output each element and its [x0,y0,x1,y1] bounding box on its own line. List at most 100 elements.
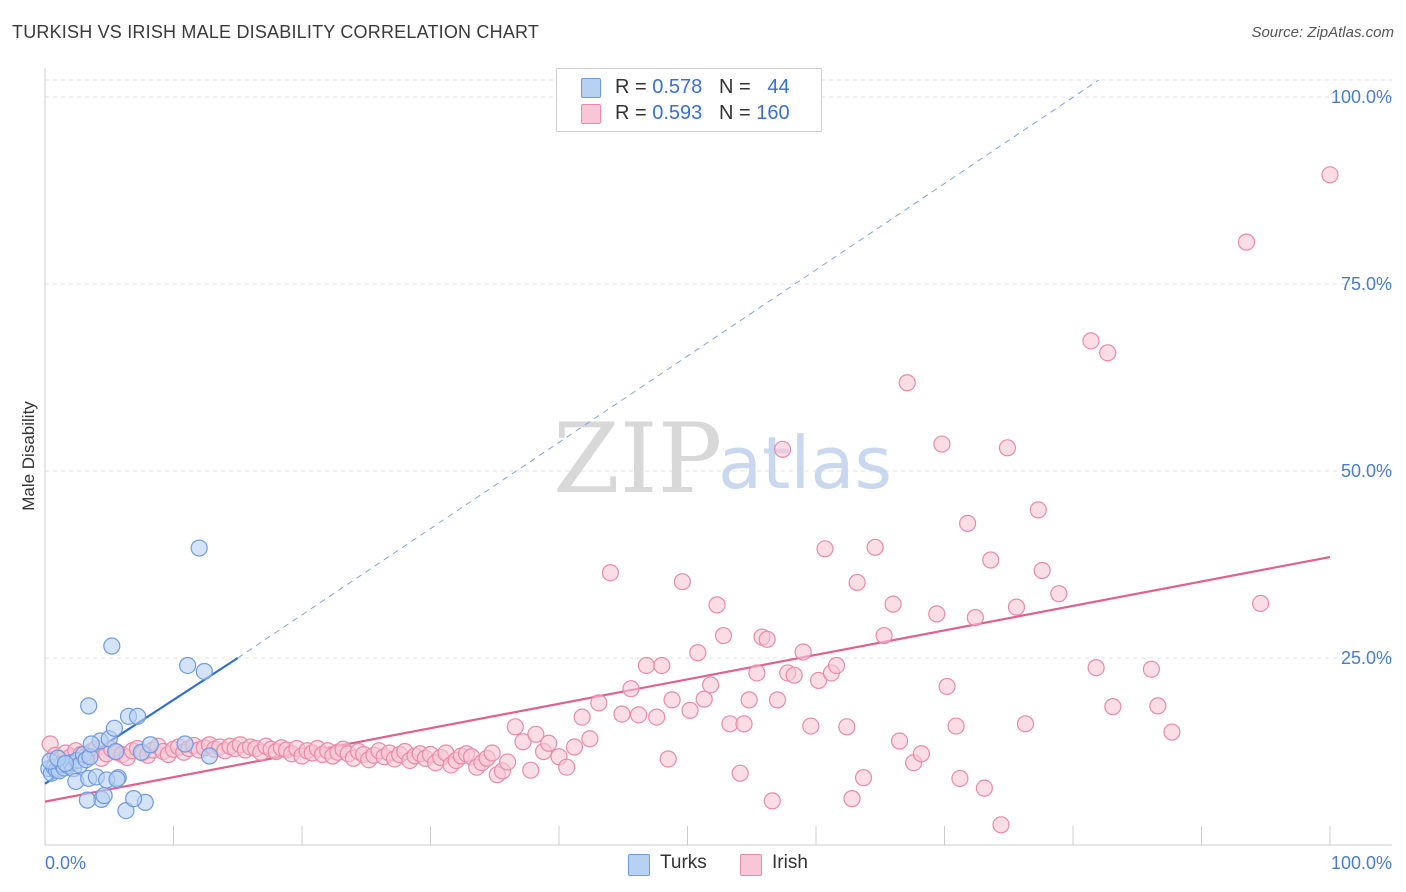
data-point-irish [928,605,946,623]
data-point-turks [56,754,75,773]
data-point-irish [731,764,749,782]
watermark: ZIP atlas [553,403,892,515]
watermark-zip: ZIP [553,403,722,515]
source-label: Source: ZipAtlas.com [1251,24,1394,41]
data-point-irish [702,676,720,694]
data-point-irish [959,514,977,532]
n-label: N = [718,102,757,124]
data-point-irish [975,779,993,797]
data-point-irish [1007,598,1026,616]
data-point-irish [1149,697,1167,715]
series-label-turks: Turks [660,852,707,873]
data-point-irish [838,718,856,736]
data-point-irish [768,691,787,709]
data-point-irish [1029,501,1047,519]
data-point-irish [695,690,713,708]
data-point-turks [195,662,213,681]
data-point-irish [802,717,820,735]
y-tick-label: 75.0% [1341,274,1392,294]
data-point-irish [938,677,956,696]
r-value: 0.578 [652,76,703,98]
data-point-irish [763,792,781,810]
y-axis-label: Male Disability [19,401,38,511]
r-label: R = [615,102,653,124]
data-points [40,166,1339,834]
data-point-irish [581,730,599,748]
legend-swatch-irish [581,104,601,124]
data-point-irish [613,705,631,723]
series-swatch-turks [628,854,650,876]
data-point-turks [108,770,126,788]
data-point-turks [80,697,98,715]
data-point-irish [708,596,726,614]
data-point-turks [103,637,121,655]
data-point-irish [514,733,532,751]
data-point-irish [540,734,558,752]
correlation-legend: R = 0.578 N = 44 R = 0.593 N = 160 [556,68,822,132]
data-point-turks [105,719,123,737]
n-value: 44 [767,76,790,98]
data-point-irish [659,750,677,768]
data-point-irish [565,738,584,756]
data-point-irish [827,656,846,675]
n-label: N = [718,76,757,98]
data-point-irish [875,626,893,645]
data-point-irish [758,630,776,648]
data-point-irish [898,374,916,392]
data-point-irish [1050,585,1068,603]
data-point-turks [125,790,143,808]
data-point-irish [947,717,965,735]
data-point-irish [1104,698,1122,716]
data-point-turks [141,736,159,754]
data-point-irish [866,538,884,556]
data-point-irish [1099,344,1117,362]
data-point-irish [748,664,766,682]
data-point-irish [1142,660,1160,678]
watermark-atlas: atlas [718,421,892,505]
data-point-irish [1033,561,1051,580]
data-point-irish [809,671,828,690]
data-point-irish [483,744,501,762]
n-value: 160 [756,102,790,124]
data-point-irish [558,758,576,776]
data-point-irish [816,540,834,558]
data-point-turks [179,656,197,675]
data-point-irish [681,701,699,719]
data-point-turks [78,791,97,809]
axes [44,68,1392,846]
legend-text-turks: R = 0.578 N = 44 [615,76,790,99]
data-point-irish [998,439,1017,457]
y-tick-label: 100.0% [1331,87,1392,107]
r-label: R = [615,76,653,98]
data-point-irish [982,551,1000,569]
data-point-turks [128,707,147,725]
data-point-irish [933,435,951,453]
data-point-irish [1321,166,1339,184]
x-tick-label-max: 100.0% [1331,853,1392,873]
data-point-irish [527,725,545,743]
data-point-irish [714,626,733,645]
data-point-irish [854,769,873,787]
data-point-turks [82,735,100,753]
data-point-irish [1163,723,1181,741]
trend-line-turks-extension [237,79,1099,659]
y-tick-label: 25.0% [1341,648,1392,668]
r-value: 0.593 [652,102,703,124]
data-point-turks [176,735,194,753]
data-point-turks [107,742,125,761]
y-tick-label: 50.0% [1341,461,1392,481]
data-point-turks [95,787,113,805]
data-point-irish [648,708,666,726]
data-point-turks [117,801,135,820]
series-swatch-irish [740,854,762,876]
series-label-irish: Irish [772,852,808,873]
data-point-irish [637,656,655,675]
x-tick-label-min: 0.0% [45,853,86,873]
data-point-irish [573,708,591,726]
data-point-irish [848,573,866,592]
data-point-irish [773,440,792,458]
data-point-irish [1252,594,1270,612]
data-point-turks [190,539,208,557]
data-point-irish [630,706,648,724]
